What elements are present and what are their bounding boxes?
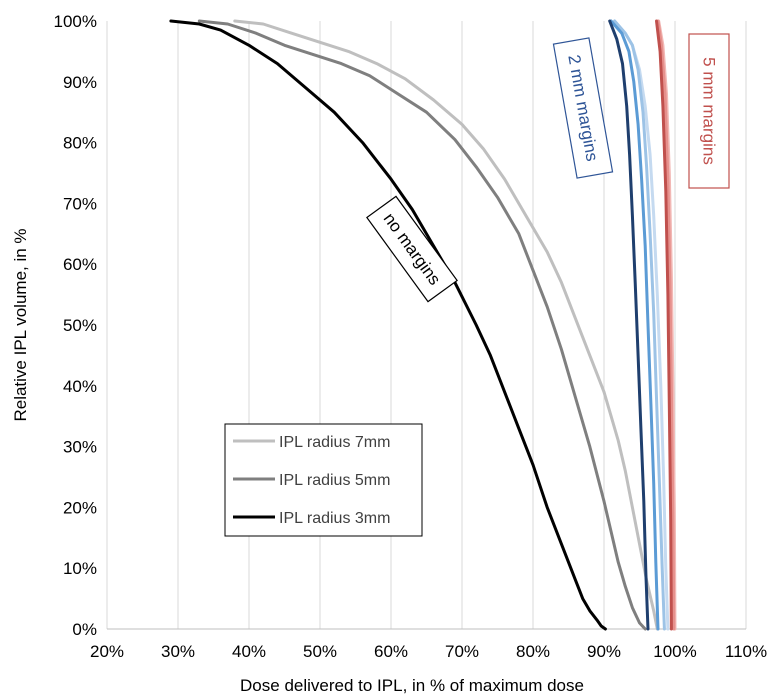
- legend-label-5mm: IPL radius 5mm: [279, 472, 390, 489]
- y-axis-ticks: 0% 10% 20% 30% 40% 50% 60% 70% 80% 90% 100%: [54, 12, 97, 639]
- series-lines: [169, 19, 677, 631]
- annotation-5mm-margins: 5 mm margins: [688, 33, 730, 189]
- y-tick-label: 10%: [63, 559, 97, 578]
- y-tick-label: 80%: [63, 134, 97, 153]
- y-tick-label: 50%: [63, 316, 97, 335]
- y-tick-label: 40%: [63, 377, 97, 396]
- series-line-2: [197, 19, 647, 631]
- series-line-5: [613, 19, 666, 631]
- grid-lines: [106, 21, 747, 629]
- y-tick-label: 20%: [63, 498, 97, 517]
- legend-label-7mm: IPL radius 7mm: [279, 434, 390, 451]
- y-tick-label: 100%: [54, 12, 97, 31]
- x-tick-label: 30%: [161, 642, 195, 661]
- series-line-9: [656, 19, 676, 631]
- x-tick-label: 60%: [374, 642, 408, 661]
- x-tick-label: 90%: [587, 642, 621, 661]
- x-axis-title: Dose delivered to IPL, in % of maximum d…: [240, 676, 584, 695]
- x-tick-label: 110%: [725, 642, 767, 661]
- series-line-10: [655, 19, 673, 631]
- y-tick-label: 60%: [63, 255, 97, 274]
- x-tick-label: 80%: [516, 642, 550, 661]
- x-tick-label: 100%: [653, 642, 696, 661]
- annotation-5mm-margins-text: 5 mm margins: [700, 57, 719, 165]
- y-tick-label: 70%: [63, 194, 97, 213]
- series-line-7: [608, 19, 650, 631]
- series-line-6: [609, 19, 660, 631]
- x-tick-label: 70%: [445, 642, 479, 661]
- x-tick-label: 50%: [303, 642, 337, 661]
- y-axis-title: Relative IPL volume, in %: [11, 228, 30, 421]
- y-tick-label: 30%: [63, 438, 97, 457]
- legend: IPL radius 7mm IPL radius 5mm IPL radius…: [224, 423, 423, 537]
- x-tick-label: 40%: [232, 642, 266, 661]
- series-line-1: [233, 19, 659, 631]
- y-tick-label: 90%: [63, 73, 97, 92]
- series-line-3: [169, 19, 607, 631]
- x-tick-label: 20%: [90, 642, 124, 661]
- y-tick-label: 0%: [72, 620, 97, 639]
- x-axis-ticks: 20% 30% 40% 50% 60% 70% 80% 90% 100% 110%: [90, 642, 767, 661]
- legend-label-3mm: IPL radius 3mm: [279, 510, 390, 527]
- annotation-no-margins: no margins: [366, 195, 458, 303]
